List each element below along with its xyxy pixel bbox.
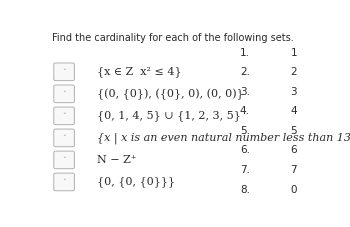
Text: 5.: 5. [240, 126, 250, 136]
FancyBboxPatch shape [54, 107, 75, 125]
FancyBboxPatch shape [54, 151, 75, 169]
Text: 4: 4 [290, 106, 297, 116]
Text: 6.: 6. [240, 146, 250, 155]
Text: 1: 1 [290, 48, 297, 58]
FancyBboxPatch shape [54, 63, 75, 81]
Text: ˅: ˅ [62, 69, 66, 75]
Text: ˅: ˅ [62, 135, 66, 141]
Text: ˅: ˅ [62, 179, 66, 185]
Text: {0, {0, {0}}}: {0, {0, {0}}} [97, 177, 175, 187]
Text: 7: 7 [290, 165, 297, 175]
Text: ˅: ˅ [62, 157, 66, 163]
Text: ˅: ˅ [62, 91, 66, 97]
Text: 7.: 7. [240, 165, 250, 175]
Text: 3: 3 [290, 87, 297, 97]
Text: 8.: 8. [240, 185, 250, 195]
Text: 0: 0 [290, 185, 297, 195]
Text: {x | x is an even natural number less than 13}: {x | x is an even natural number less th… [97, 132, 350, 144]
Text: N − Z⁺: N − Z⁺ [97, 155, 136, 165]
Text: {(0, {0}), ({0}, 0), (0, 0)}: {(0, {0}), ({0}, 0), (0, 0)} [97, 88, 243, 99]
Text: 2.: 2. [240, 67, 250, 77]
Text: ˅: ˅ [62, 113, 66, 119]
Text: 6: 6 [290, 146, 297, 155]
Text: 3.: 3. [240, 87, 250, 97]
FancyBboxPatch shape [54, 173, 75, 191]
FancyBboxPatch shape [54, 129, 75, 147]
Text: {x ∈ Z  x² ≤ 4}: {x ∈ Z x² ≤ 4} [97, 67, 181, 77]
Text: Find the cardinality for each of the following sets.: Find the cardinality for each of the fol… [52, 33, 294, 43]
Text: 5: 5 [290, 126, 297, 136]
Text: 1.: 1. [240, 48, 250, 58]
Text: 4.: 4. [240, 106, 250, 116]
FancyBboxPatch shape [54, 85, 75, 103]
Text: {0, 1, 4, 5} ∪ {1, 2, 3, 5}: {0, 1, 4, 5} ∪ {1, 2, 3, 5} [97, 111, 240, 121]
Text: 2: 2 [290, 67, 297, 77]
